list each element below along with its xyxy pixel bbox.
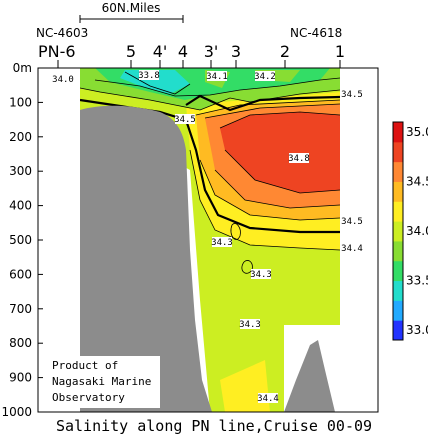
depth-tick-label: 200 [9, 130, 32, 144]
deep-patch [220, 360, 270, 412]
depth-tick-label: 500 [9, 233, 32, 247]
depth-tick-label: 400 [9, 199, 32, 213]
depth-axis: 0m 100 200 300 400 500 600 700 800 900 1000 [1, 61, 43, 419]
colorbar-swatch [393, 221, 403, 242]
contour-label: 34.3 [211, 238, 233, 248]
station-label: 3 [231, 42, 241, 61]
depth-tick-label: 300 [9, 164, 32, 178]
colorbar-swatch [393, 161, 403, 182]
colorbar-swatch [393, 280, 403, 301]
station-label: 5 [126, 42, 136, 61]
colorbar: 35.0 34.5 34.0 33.5 33.0 [392, 121, 428, 341]
right-margin-mask [340, 68, 378, 412]
contour-label: 34.2 [254, 72, 276, 82]
colorbar-tick-label: 35.0 [406, 125, 428, 139]
contour-label-bg [175, 114, 195, 124]
station-label: 4 [178, 42, 188, 61]
colorbar-tick-label: 34.0 [406, 224, 428, 238]
chart-title: Salinity along PN line,Cruise 00-09 [55, 417, 373, 435]
station-label: 2 [280, 42, 290, 61]
surface-freshest [120, 70, 190, 94]
contour-label-bg [342, 89, 362, 99]
station-label: 4' [153, 42, 168, 61]
station-label: 3' [204, 42, 219, 61]
depth-tick-label: 0m [13, 61, 32, 75]
colorbar-frame [392, 121, 404, 341]
colorbar-swatch [393, 300, 403, 321]
depth-tick-label: 700 [9, 302, 32, 316]
plot-area [38, 68, 378, 412]
colorbar-swatch [393, 240, 403, 262]
depth-tick-label: 600 [9, 267, 32, 281]
contour-label-bg [342, 243, 362, 253]
water-34-8 [220, 112, 340, 193]
contour-label-bg [251, 269, 271, 279]
station-id-right: NC-4618 [290, 26, 342, 40]
colorbar-swatch [393, 181, 403, 202]
colorbar-tick-label: 34.5 [406, 174, 428, 188]
contour-label: 34.5 [341, 90, 363, 100]
contour-label: 33.8 [138, 71, 160, 81]
bathymetry-ridge [284, 340, 335, 412]
contour-label-bg [53, 74, 73, 84]
scale-bar-label: 60N.Miles [102, 1, 161, 15]
contour-label-bg [289, 153, 309, 163]
colorbar-swatch [393, 141, 403, 163]
station-label: PN-6 [38, 42, 76, 61]
scale-bar: 60N.Miles [79, 1, 184, 23]
bathymetry-shelf [38, 68, 212, 412]
colorbar-tick-label: 33.0 [406, 323, 428, 337]
credit-box: Product of Nagasaki Marine Observatory [48, 356, 160, 408]
contour-labels: 34.0 33.8 34.1 34.2 34.5 34.5 34.8 34.5 34.4 34.3… [52, 70, 363, 404]
station-label: 1 [335, 42, 345, 61]
contour-label: 34.5 [341, 217, 363, 227]
contour-label: 34.4 [257, 394, 279, 404]
station-labels: PN-6 5 4' 4 3' 3 2 1 [38, 42, 345, 68]
credit-line-2: Nagasaki Marine [52, 375, 152, 388]
contour-label: 34.3 [250, 270, 272, 280]
credit-line-1: Product of [52, 359, 119, 372]
contour-label: 34.5 [174, 115, 196, 125]
contour-label: 34.0 [52, 75, 74, 85]
depth-tick-label: 100 [9, 95, 32, 109]
colorbar-swatch [393, 122, 403, 143]
contour-label-bg [258, 393, 278, 403]
contour-label-bg [207, 71, 227, 81]
colorbar-tick-label: 33.5 [406, 274, 428, 288]
depth-tick-label: 800 [9, 336, 32, 350]
colorbar-swatch [393, 201, 403, 222]
contour-label: 34.8 [288, 154, 310, 164]
contour-label-bg [255, 71, 275, 81]
left-margin-mask [38, 68, 80, 412]
depth-tick-label: 900 [9, 371, 32, 385]
contour-label: 34.4 [341, 244, 363, 254]
contour-label: 34.1 [206, 72, 228, 82]
colorbar-swatch [393, 320, 403, 341]
contour-label-bg [240, 319, 260, 329]
credit-line-3: Observatory [52, 391, 125, 404]
contour-label-bg [342, 216, 362, 226]
contour-label-bg [212, 237, 232, 247]
contour-label-bg [139, 70, 159, 80]
station-id-left: NC-4603 [36, 26, 88, 40]
contour-label: 34.3 [239, 320, 261, 330]
colorbar-swatch [393, 260, 403, 282]
depth-tick-label: 1000 [1, 405, 32, 419]
